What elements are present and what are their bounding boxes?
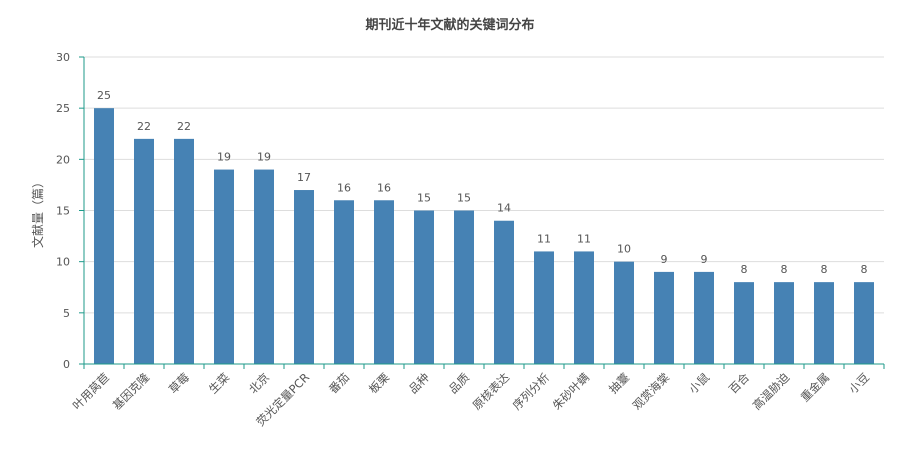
y-axis-label: 文献量（篇） [30,176,45,248]
bar-value-label: 9 [661,253,668,266]
x-tick-label: 草莓 [166,370,192,396]
x-tick-label: 重金属 [798,370,832,404]
x-tick-label: 序列分析 [510,370,552,412]
x-tick-label: 观赏海棠 [630,370,673,413]
bar-value-label: 19 [257,151,271,164]
x-tick-label: 高温胁迫 [750,370,793,413]
bar-value-label: 11 [537,232,551,245]
bar[interactable] [454,210,474,365]
x-tick-label: 百合 [726,370,753,397]
y-tick-label: 10 [56,256,70,269]
axes [83,57,884,365]
y-tick-label: 20 [56,153,70,166]
y-tick-label: 0 [63,358,70,371]
x-tick-label: 北京 [246,370,272,396]
x-tick-label: 品质 [446,370,472,396]
y-tick-label: 5 [63,307,70,320]
y-axis-ticks: 0 5 10 15 20 25 30 [56,51,84,371]
x-tick-label: 朱砂叶螨 [550,370,592,412]
bar-value-label: 8 [861,263,868,276]
x-tick-label: 番茄 [326,370,352,396]
bar[interactable] [414,210,434,365]
bar[interactable] [374,200,394,364]
bar-value-label: 25 [97,89,111,102]
x-tick-label: 生菜 [206,370,233,397]
bar-value-label: 19 [217,151,231,164]
bar-value-label: 8 [741,263,748,276]
gridlines [84,56,884,314]
x-tick-label: 抽薹 [606,370,632,396]
x-tick-label: 小豆 [846,370,872,396]
x-tick-label: 原核表达 [470,370,513,413]
y-tick-label: 15 [56,205,70,218]
bar[interactable] [734,282,754,364]
y-tick-label: 30 [56,51,70,64]
bar-value-label: 22 [177,120,191,133]
x-tick-label: 板栗 [366,370,393,397]
bar[interactable] [854,282,874,364]
bar[interactable] [814,282,834,364]
bar[interactable] [334,200,354,364]
data-labels: 25 22 22 19 19 17 16 16 15 15 14 11 11 10 9 9 8 8 8 8 [97,89,868,276]
bar-value-label: 17 [297,171,311,184]
x-tick-label: 小鼠 [686,370,713,397]
bar-value-label: 15 [417,192,431,205]
bar-value-label: 10 [617,243,631,256]
bar[interactable] [134,138,154,364]
bar-value-label: 8 [821,263,828,276]
y-tick-label: 25 [56,102,70,115]
bar-value-label: 16 [377,181,391,194]
bar[interactable] [214,169,234,364]
bar[interactable] [534,251,554,364]
bar[interactable] [574,251,594,364]
chart-title: 期刊近十年文献的关键词分布 [365,17,534,33]
bars [94,108,874,365]
bar[interactable] [694,271,714,364]
bar[interactable] [494,220,514,364]
bar[interactable] [254,169,274,364]
bar-value-label: 9 [701,253,708,266]
bar[interactable] [94,108,114,365]
x-tick-label: 品种 [406,370,432,396]
bar[interactable] [174,138,194,364]
bar-value-label: 14 [497,202,511,215]
bar-value-label: 11 [577,232,591,245]
bar-value-label: 15 [457,192,471,205]
bar[interactable] [774,282,794,364]
bar[interactable] [294,190,314,364]
x-tick-label: 叶用莴苣 [70,370,112,412]
bar-value-label: 16 [337,181,351,194]
x-tick-label: 基因克隆 [110,370,153,413]
bar-value-label: 22 [137,120,151,133]
bar-value-label: 8 [781,263,788,276]
bar[interactable] [654,271,674,364]
bar[interactable] [614,261,634,364]
